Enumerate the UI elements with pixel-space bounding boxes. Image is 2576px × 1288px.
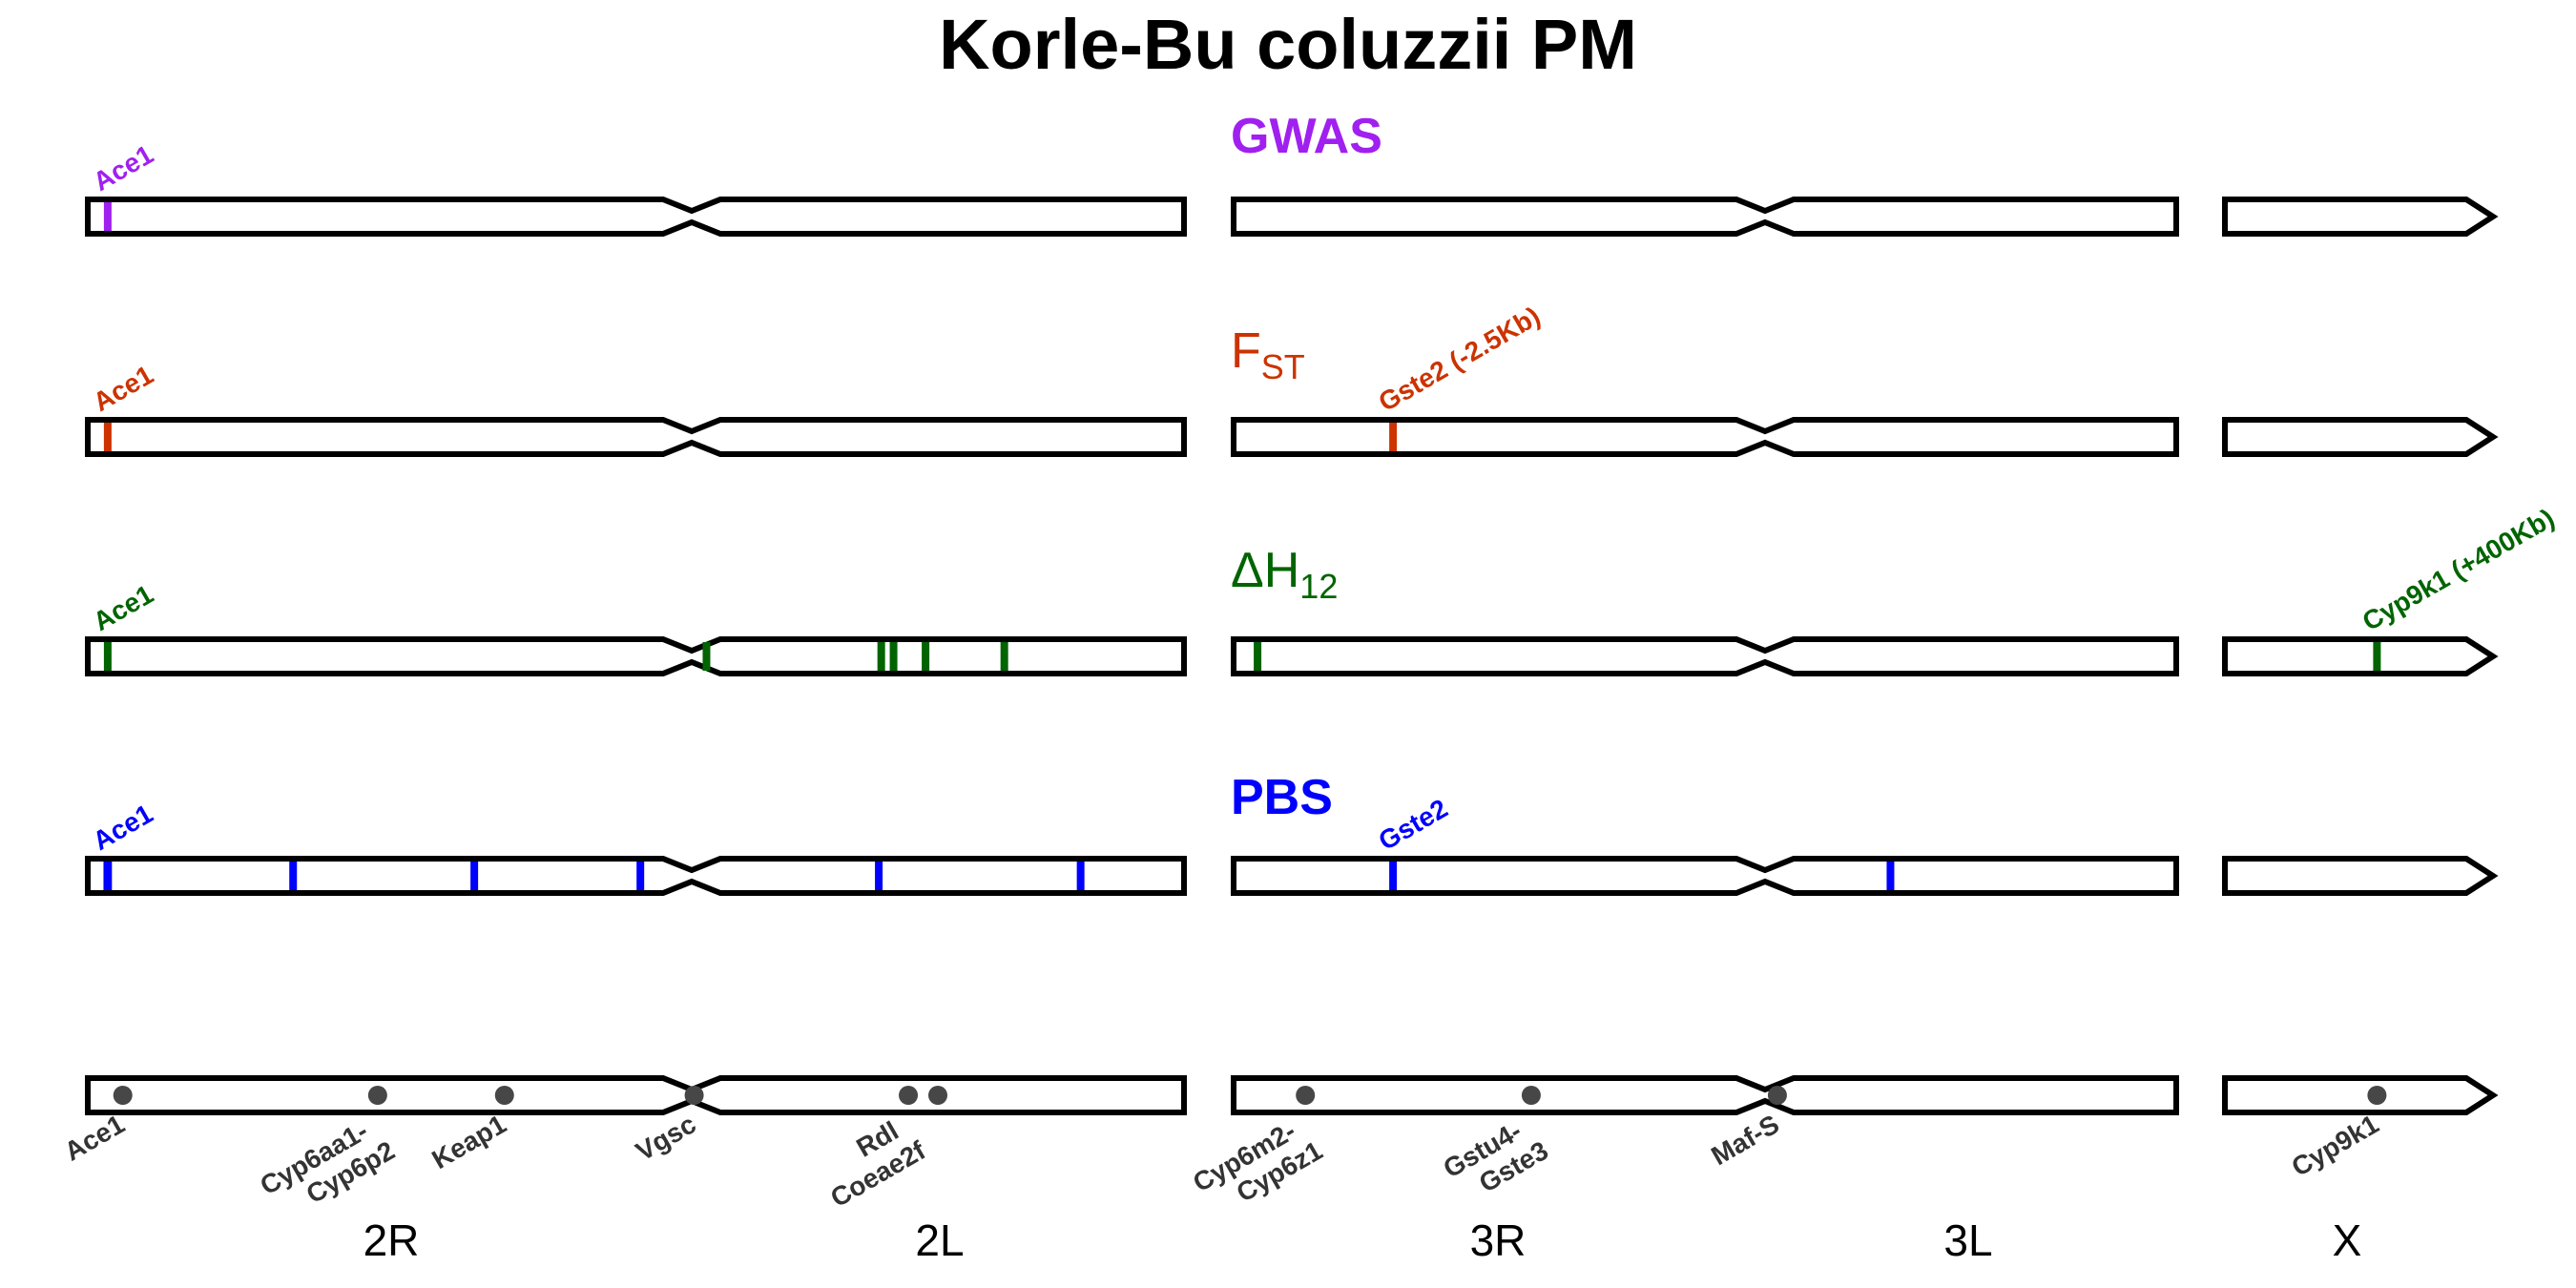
gene-label: Maf-S <box>1706 1109 1784 1171</box>
hit-marker <box>103 202 112 231</box>
gene-dot <box>1521 1086 1541 1105</box>
gene-label-line: Cyp9k1 <box>2287 1109 2384 1182</box>
hit-marker <box>1254 642 1262 671</box>
hit-label: Ace1 <box>88 799 157 856</box>
panel-title-fst: FST <box>1231 323 1305 386</box>
panel-h12: ΔH12 Ace1 Cyp9k1 (+400Kb) <box>85 503 2560 676</box>
gene-label-line: Keap1 <box>426 1109 510 1174</box>
panel-title-pbs: PBS <box>1231 770 1333 825</box>
chromosome-x <box>2222 417 2499 457</box>
gene-label: Cyp9k1 <box>2287 1109 2384 1182</box>
gene-label: RdlCoeae2f <box>810 1109 930 1213</box>
chromosome-2 <box>85 636 1187 676</box>
panel-title-gwas: GWAS <box>1231 109 1382 164</box>
hit-marker <box>877 642 885 671</box>
panel-title-main: F <box>1231 323 1261 379</box>
gene-label: Cyp6m2-Cyp6z1 <box>1188 1109 1327 1224</box>
chromosome-3 <box>1231 856 2179 896</box>
hit-marker <box>1076 862 1085 890</box>
chromosome-x <box>2222 856 2499 896</box>
gene-dot <box>2367 1086 2387 1105</box>
arm-label-3l: 3L <box>1943 1215 1992 1265</box>
panel-title-main: GWAS <box>1231 109 1382 164</box>
gene-dot <box>684 1086 704 1105</box>
arm-label-x: X <box>2333 1215 2362 1265</box>
hit-marker <box>1389 862 1398 890</box>
chromosome-2 <box>85 1075 1187 1115</box>
gene-dot <box>1296 1086 1316 1105</box>
chromosome-3 <box>1231 1075 2179 1115</box>
gene-dot <box>1767 1086 1787 1105</box>
arm-label-2r: 2R <box>364 1215 420 1265</box>
chromosome-x <box>2222 1075 2499 1115</box>
hit-label: Gste2 <box>1374 793 1453 856</box>
gene-label: Vgsc <box>631 1109 700 1166</box>
hit-marker <box>1389 423 1398 451</box>
reference-genes-layer: Ace1 Cyp6aa1-Cyp6p2 Keap1 Vgsc RdlCoeae2f Cyp… <box>59 1075 2499 1227</box>
hit-marker <box>922 642 930 671</box>
gene-dot <box>367 1086 387 1105</box>
panel-pbs: PBS Ace1 Gste2 <box>85 770 2499 896</box>
hit-label: Ace1 <box>88 360 157 417</box>
chromosome-2 <box>85 417 1187 457</box>
hit-label: Cyp9k1 (+400Kb) <box>2358 503 2560 636</box>
gene-label: Cyp6aa1-Cyp6p2 <box>255 1109 399 1227</box>
hit-marker <box>636 862 645 890</box>
gene-label-line: Vgsc <box>631 1109 700 1166</box>
hit-label: Gste2 (-2.5Kb) <box>1374 301 1546 417</box>
gene-label: Keap1 <box>426 1109 510 1174</box>
panel-title-h12: ΔH12 <box>1231 543 1338 606</box>
hit-marker <box>1000 642 1008 671</box>
hit-label: Ace1 <box>88 139 157 197</box>
arm-labels-layer: 2R 2L 3R 3L X <box>364 1215 2362 1265</box>
panels-layer: GWAS Ace1 FST Ace1 Gste2 (-2.5Kb) ΔH12 Ace1 Cyp… <box>85 109 2560 896</box>
arm-label-2l: 2L <box>915 1215 964 1265</box>
hit-marker <box>2373 642 2381 671</box>
hit-marker <box>289 862 298 890</box>
gene-dot <box>494 1086 514 1105</box>
chromosome-x <box>2222 197 2499 237</box>
hit-marker <box>889 642 898 671</box>
hit-marker <box>103 423 112 451</box>
chromosome-3 <box>1231 636 2179 676</box>
hit-marker <box>875 862 883 890</box>
panel-title-subscript: 12 <box>1299 567 1338 606</box>
panel-title-main: ΔH <box>1231 543 1299 598</box>
hit-marker <box>470 862 479 890</box>
panel-gwas: GWAS Ace1 <box>85 109 2499 237</box>
chromosome-3 <box>1231 197 2179 237</box>
gene-dot <box>928 1086 947 1105</box>
hit-marker <box>103 862 113 890</box>
gene-label: Gstu4-Gste3 <box>1438 1109 1552 1210</box>
gene-label-line: Ace1 <box>59 1109 129 1166</box>
hit-label: Ace1 <box>88 579 157 636</box>
figure-title: Korle-Bu coluzzii PM <box>939 5 1637 84</box>
hit-marker <box>103 642 112 671</box>
panel-title-subscript: ST <box>1261 347 1305 386</box>
hit-marker <box>1886 862 1895 890</box>
panel-fst: FST Ace1 Gste2 (-2.5Kb) <box>85 301 2499 457</box>
gene-dot <box>899 1086 919 1105</box>
hit-marker <box>702 642 711 671</box>
gene-label-line: Maf-S <box>1706 1109 1784 1171</box>
gene-label: Ace1 <box>59 1109 129 1166</box>
panel-title-main: PBS <box>1231 770 1333 825</box>
arm-label-3r: 3R <box>1470 1215 1527 1265</box>
chromosome-2 <box>85 856 1187 896</box>
chromosome-2 <box>85 197 1187 237</box>
chromosome-3 <box>1231 417 2179 457</box>
gene-dot <box>113 1086 133 1105</box>
chromosome-x <box>2222 636 2499 676</box>
